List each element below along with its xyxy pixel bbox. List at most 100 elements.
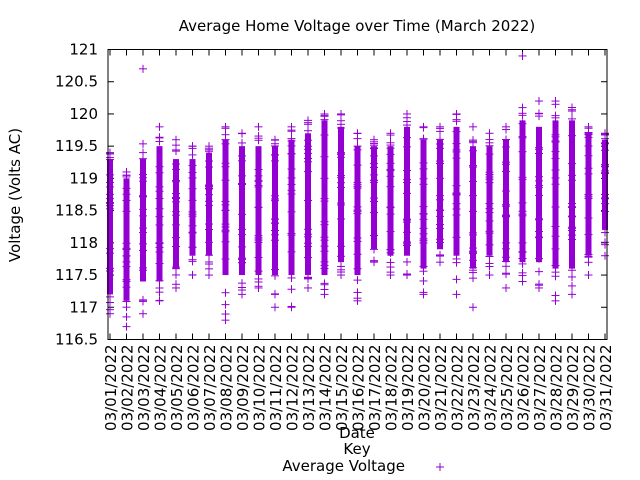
voltage-point-03/05/2022 [172,189,180,198]
voltage-point-03/26/2022 [518,103,527,112]
voltage-point-03/24/2022 [485,170,494,179]
voltage-point-03/03/2022 [139,154,147,163]
voltage-point-03/27/2022 [535,233,543,242]
x-tick-label: 03/22/2022 [449,345,467,431]
voltage-min-03/04/2022 [155,296,164,305]
voltage-point-03/16/2022 [353,276,362,285]
x-tick-label: 03/07/2022 [201,345,219,431]
voltage-point-03/16/2022 [353,161,362,170]
voltage-point-03/11/2022 [271,219,279,228]
voltage-point-03/07/2022 [205,225,213,234]
voltage-min-03/10/2022 [254,283,263,292]
voltage-point-03/20/2022 [419,209,428,218]
voltage-point-03/23/2022 [469,266,477,275]
x-tick-label: 03/14/2022 [317,345,335,431]
voltage-point-03/31/2022 [601,207,609,216]
voltage-max-03/17/2022 [370,135,378,144]
voltage-min-03/12/2022 [287,303,296,312]
voltage-point-03/08/2022 [221,288,230,297]
voltage-point-03/18/2022 [386,227,395,236]
y-tick-label: 120.5 [55,73,98,91]
voltage-min-03/29/2022 [568,290,576,299]
voltage-point-03/05/2022 [172,220,180,229]
voltage-min-03/25/2022 [502,283,510,292]
y-tick-label: 121 [69,41,98,59]
voltage-max-03/28/2022 [551,97,560,106]
voltage-point-03/18/2022 [386,141,395,150]
voltage-point-03/28/2022 [551,147,560,156]
voltage-point-03/11/2022 [271,191,279,200]
voltage-point-03/06/2022 [188,229,197,238]
voltage-point-03/25/2022 [502,167,510,176]
voltage-point-03/03/2022 [139,205,147,214]
voltage-point-03/29/2022 [568,176,576,185]
voltage-point-03/13/2022 [304,157,312,166]
voltage-point-03/12/2022 [287,186,296,195]
voltage-point-03/22/2022 [452,254,461,263]
voltage-point-03/30/2022 [584,192,593,201]
voltage-min-03/02/2022 [122,322,131,331]
voltage-point-03/04/2022 [155,239,164,248]
voltage-point-03/14/2022 [320,242,329,251]
plot-frame [107,49,608,340]
voltage-min-03/24/2022 [485,271,494,280]
voltage-point-03/14/2022 [320,279,329,288]
voltage-point-03/27/2022 [535,215,543,224]
voltage-point-03/15/2022 [337,183,345,192]
voltage-point-03/19/2022 [403,215,411,224]
voltage-point-03/20/2022 [419,276,428,285]
voltage-point-03/25/2022 [502,135,510,144]
voltage-point-03/26/2022 [518,259,527,268]
voltage-point-03/27/2022 [535,191,543,200]
voltage-point-03/21/2022 [436,174,444,183]
voltage-point-03/13/2022 [304,232,312,241]
voltage-point-03/24/2022 [485,199,494,208]
voltage-max-03/27/2022 [535,97,543,106]
x-tick-label: 03/03/2022 [135,345,153,431]
voltage-point-03/31/2022 [601,169,609,178]
voltage-point-03/06/2022 [188,161,197,170]
x-tick-label: 03/12/2022 [284,345,302,431]
x-tick-label: 03/01/2022 [102,345,120,431]
voltage-point-03/08/2022 [221,162,230,171]
voltage-max-03/31/2022 [601,129,609,138]
voltage-point-03/13/2022 [304,225,312,234]
x-tick-label: 03/27/2022 [531,345,549,431]
voltage-point-03/12/2022 [287,285,296,294]
y-tick-label: 119.5 [55,137,98,155]
voltage-point-03/15/2022 [337,116,345,125]
x-tick-label: 03/09/2022 [234,345,252,431]
x-tick-label: 03/16/2022 [350,345,368,431]
voltage-band-03/01/2022 [107,159,113,295]
voltage-min-03/03/2022 [139,309,147,318]
y-tick-label: 118 [69,234,98,252]
voltage-point-03/04/2022 [155,182,164,191]
voltage-min-03/27/2022 [535,283,543,292]
voltage-point-03/09/2022 [238,180,246,189]
voltage-point-03/22/2022 [452,275,461,284]
voltage-point-03/26/2022 [518,238,527,247]
voltage-point-03/11/2022 [271,271,279,280]
voltage-point-03/14/2022 [320,130,329,139]
voltage-point-03/10/2022 [254,236,263,245]
voltage-point-03/22/2022 [452,127,461,136]
voltage-point-03/22/2022 [452,211,461,220]
voltage-point-03/12/2022 [287,207,296,216]
voltage-max-03/20/2022 [419,122,428,131]
voltage-max-03/02/2022 [122,167,131,176]
voltage-point-03/29/2022 [568,203,576,212]
voltage-point-03/09/2022 [238,279,246,288]
voltage-point-03/09/2022 [238,210,246,219]
voltage-point-03/23/2022 [469,136,477,145]
voltage-min-03/05/2022 [172,283,180,292]
voltage-max-03/16/2022 [353,129,362,138]
voltage-max-03/25/2022 [502,122,510,131]
voltage-point-03/22/2022 [452,145,461,154]
voltage-point-03/29/2022 [568,159,576,168]
voltage-point-03/22/2022 [452,188,461,197]
y-tick-label: 117.5 [55,266,98,284]
voltage-min-03/15/2022 [337,271,345,280]
voltage-min-03/09/2022 [238,290,246,299]
voltage-point-03/25/2022 [502,200,510,209]
